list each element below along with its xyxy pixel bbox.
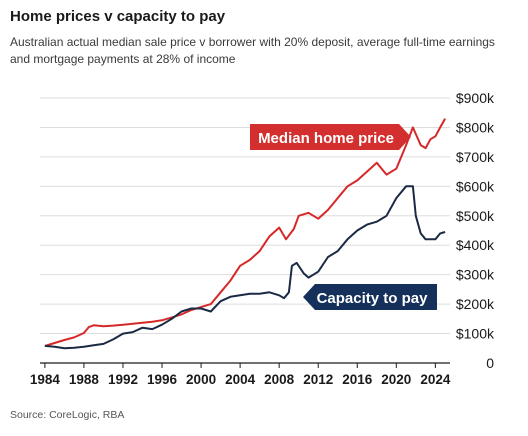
x-tick-label: 2016 [342,372,373,387]
capacity-callout-box [303,284,437,310]
median-price-line [44,118,446,347]
x-axis-ticks: 1984 1988 1992 1996 2000 2004 2008 2012 2016 2020… [30,363,451,387]
x-tick-label: 2020 [381,372,411,387]
y-tick-label: $400k [456,237,495,253]
y-tick-label: $800k [456,119,495,135]
x-tick-label: 2012 [303,372,333,387]
y-tick-label: $200k [456,296,495,312]
x-tick-label: 2000 [186,372,216,387]
chart-title: Home prices v capacity to pay [10,8,226,25]
y-tick-label: 0 [486,355,494,371]
capacity-callout: Capacity to pay [303,284,437,310]
x-tick-label: 2024 [420,372,451,387]
median-price-callout: Median home price [250,124,411,150]
median-price-callout-text: Median home price [258,130,394,147]
series-callouts: Median home price Capacity to pay [250,124,437,310]
y-axis-ticks: 0 $100k $200k $300k $400k $500k $600k $700k $800… [456,90,495,371]
median-price-callout-box [250,124,411,150]
series-lines [44,118,446,350]
y-tick-label: $100k [456,326,495,342]
capacity-callout-text: Capacity to pay [317,290,429,307]
x-tick-label: 1988 [69,372,100,387]
y-tick-label: $900k [456,90,495,106]
x-tick-label: 1992 [108,372,138,387]
y-tick-label: $700k [456,149,495,165]
x-tick-label: 2004 [225,372,256,387]
y-tick-label: $300k [456,267,495,283]
chart-subtitle: Australian actual median sale price v bo… [10,35,495,66]
x-tick-label: 1984 [30,372,61,387]
x-tick-label: 1996 [147,372,178,387]
x-tick-label: 2008 [264,372,295,387]
y-tick-label: $500k [456,208,495,224]
capacity-line [44,185,446,350]
source-note: Source: CoreLogic, RBA [10,409,125,421]
y-tick-label: $600k [456,178,495,194]
